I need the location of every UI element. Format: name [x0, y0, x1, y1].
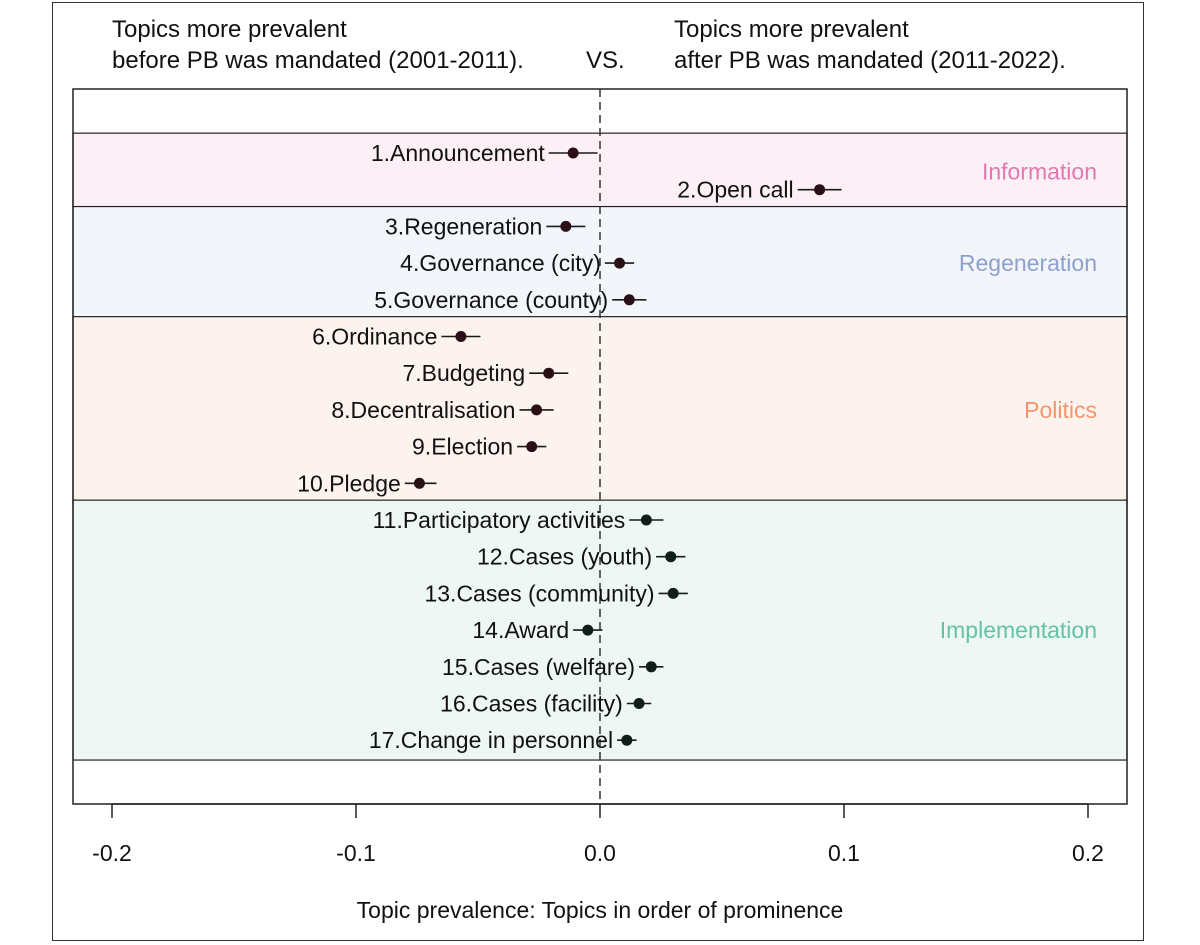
topic-12-label: 12.Cases (youth) — [477, 544, 652, 570]
topic-10-label: 10.Pledge — [297, 470, 401, 496]
group-label-politics: Politics — [1024, 397, 1097, 423]
header-left-line-2: before PB was mandated (2001-2011). — [112, 47, 524, 74]
topic-9-label: 9.Election — [412, 434, 513, 460]
topic-1-point — [567, 147, 579, 159]
topic-4-label: 4.Governance (city) — [400, 250, 601, 276]
topic-15-point — [645, 661, 657, 673]
topic-17-point — [621, 734, 633, 746]
topic-8-point — [531, 404, 543, 416]
topic-7-point — [543, 367, 555, 379]
topic-7-label: 7.Budgeting — [402, 360, 525, 386]
topic-1-label: 1.Announcement — [371, 140, 546, 166]
x-axis-label: Topic prevalence: Topics in order of pro… — [357, 897, 844, 923]
group-label-regeneration: Regeneration — [959, 250, 1097, 276]
topic-16-label: 16.Cases (facility) — [440, 691, 623, 717]
topic-13-point — [667, 587, 679, 599]
header-left-line-1: Topics more prevalent — [112, 16, 347, 43]
topic-3-point — [560, 220, 572, 232]
x-tick-label-1: -0.1 — [336, 840, 376, 866]
figure-frame — [52, 2, 1144, 941]
topic-2-label: 2.Open call — [677, 177, 793, 203]
topic-6-label: 6.Ordinance — [312, 324, 437, 350]
header-center: VS. — [586, 47, 625, 74]
topic-2-point — [814, 184, 826, 196]
topic-4-point — [614, 257, 626, 269]
group-band-politics — [72, 316, 1128, 504]
topic-14-point — [582, 624, 594, 636]
topic-11-label: 11.Participatory activities — [373, 507, 626, 533]
topic-10-point — [413, 477, 425, 489]
topic-13-label: 13.Cases (community) — [424, 580, 654, 606]
topic-14-label: 14.Award — [472, 617, 569, 643]
x-tick-label-4: 0.2 — [1072, 840, 1104, 866]
x-axis: -0.2 -0.1 0.0 0.1 0.2 — [92, 803, 1104, 866]
topic-6-point — [455, 331, 467, 342]
topic-8-label: 8.Decentralisation — [331, 397, 515, 423]
topic-12-point — [665, 551, 677, 563]
group-label-implementation: Implementation — [940, 617, 1097, 643]
x-tick-label-0: -0.2 — [92, 840, 132, 866]
points-layer: 1.Announcement 2.Open call 3.Regeneration 4… — [297, 140, 842, 753]
group-label-information: Information — [982, 158, 1097, 184]
topic-5-label: 5.Governance (county) — [374, 287, 608, 313]
x-tick-label-2: 0.0 — [584, 840, 616, 866]
topic-11-point — [640, 514, 652, 526]
topic-5-point — [623, 294, 635, 306]
topic-9-point — [526, 441, 538, 453]
header-right-line-1: Topics more prevalent — [674, 16, 909, 43]
x-tick-label-3: 0.1 — [828, 840, 860, 866]
topic-16-point — [633, 698, 645, 709]
header-right-line-2: after PB was mandated (2011-2022). — [674, 47, 1066, 74]
topic-3-label: 3.Regeneration — [385, 213, 542, 239]
topic-15-label: 15.Cases (welfare) — [442, 654, 635, 680]
topic-17-label: 17.Change in personnel — [369, 727, 613, 753]
